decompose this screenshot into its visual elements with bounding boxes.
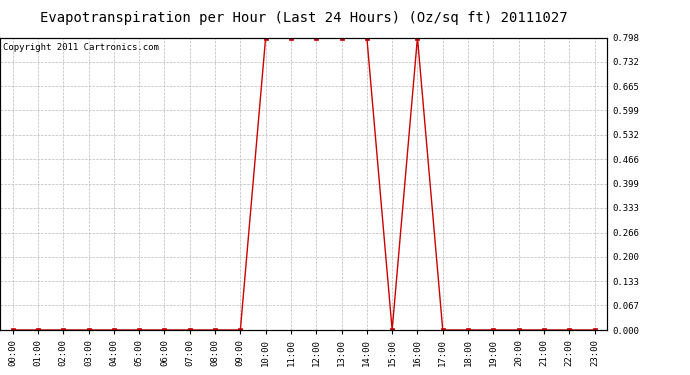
Text: Evapotranspiration per Hour (Last 24 Hours) (Oz/sq ft) 20111027: Evapotranspiration per Hour (Last 24 Hou… [40,11,567,25]
Text: Copyright 2011 Cartronics.com: Copyright 2011 Cartronics.com [3,44,159,52]
